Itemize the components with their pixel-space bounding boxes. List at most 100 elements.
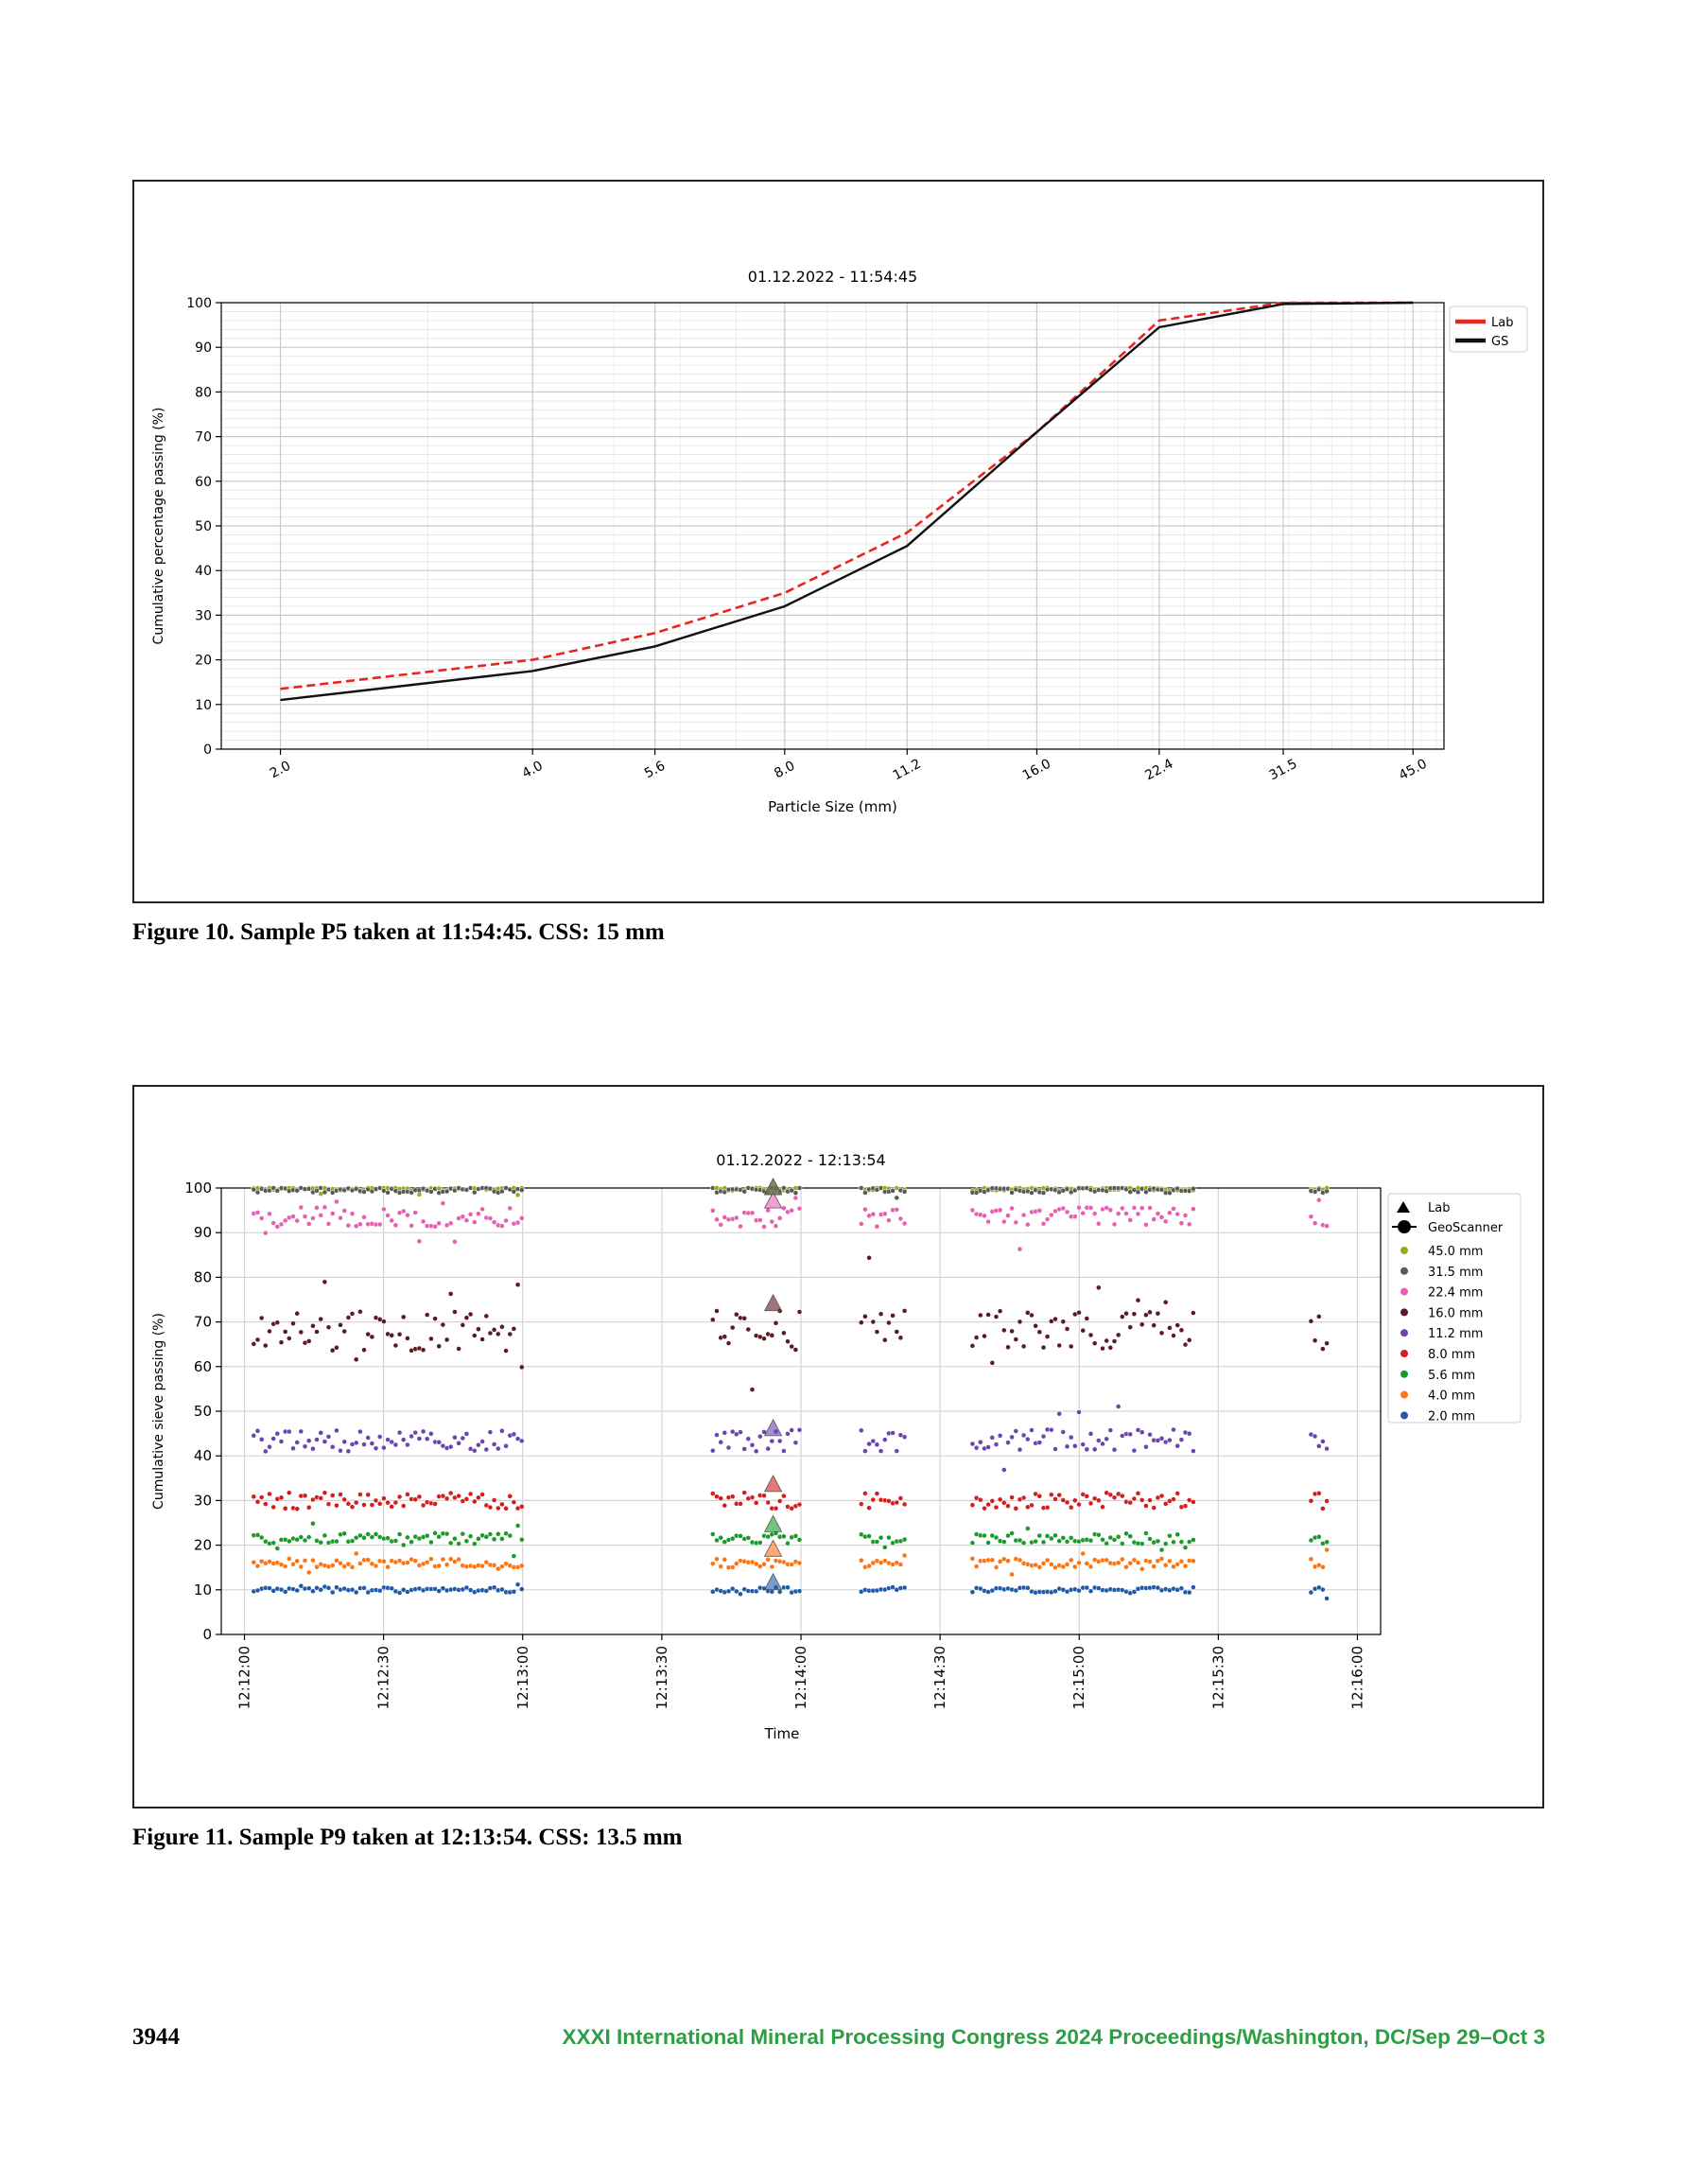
geoscanner-point [440, 1556, 446, 1563]
geoscanner-point [1100, 1537, 1105, 1543]
geoscanner-point [989, 1587, 996, 1594]
legend-label: 11.2 mm [1428, 1327, 1483, 1341]
geoscanner-point [1029, 1502, 1035, 1509]
geoscanner-point [1191, 1584, 1196, 1590]
geoscanner-point [1308, 1214, 1314, 1219]
geoscanner-point [1143, 1503, 1149, 1509]
geoscanner-point [1107, 1427, 1114, 1433]
geoscanner-point [1052, 1316, 1058, 1322]
geoscanner-point [1167, 1532, 1173, 1539]
geoscanner-point [1040, 1344, 1047, 1351]
geoscanner-point [503, 1506, 509, 1511]
geoscanner-point [1186, 1589, 1192, 1596]
geoscanner-point [1084, 1561, 1090, 1566]
geoscanner-point [420, 1428, 426, 1435]
geoscanner-point [1005, 1503, 1011, 1509]
geoscanner-point [463, 1217, 470, 1223]
geoscanner-point [432, 1223, 438, 1230]
geoscanner-point [776, 1215, 783, 1221]
geoscanner-point [722, 1214, 728, 1220]
geoscanner-point [345, 1501, 352, 1507]
geoscanner-point [420, 1347, 426, 1353]
geoscanner-point [753, 1588, 759, 1595]
legend-label: GS [1491, 335, 1508, 349]
geoscanner-point [859, 1427, 864, 1434]
x-tick-label: 12:12:30 [375, 1646, 392, 1709]
geoscanner-point [440, 1321, 446, 1328]
geoscanner-point [1104, 1337, 1109, 1344]
geoscanner-point [718, 1495, 723, 1501]
geoscanner-point [753, 1448, 759, 1455]
geoscanner-point [436, 1343, 442, 1350]
geoscanner-point [424, 1312, 430, 1318]
geoscanner-point [1143, 1189, 1149, 1196]
geoscanner-point [859, 1221, 864, 1227]
x-axis-label: Time [764, 1725, 800, 1742]
geoscanner-point [714, 1537, 720, 1544]
geoscanner-point [511, 1499, 517, 1505]
geoscanner-point [392, 1499, 399, 1506]
page-number: 3944 [132, 2024, 180, 2050]
geoscanner-point [1005, 1532, 1011, 1539]
geoscanner-point [1036, 1440, 1043, 1445]
geoscanner-point [294, 1217, 300, 1224]
geoscanner-point [325, 1501, 332, 1507]
geoscanner-point [428, 1189, 434, 1195]
geoscanner-point [476, 1536, 481, 1542]
x-tick-label: 12:12:00 [236, 1646, 253, 1709]
geoscanner-point [483, 1559, 490, 1565]
geoscanner-point [1080, 1550, 1086, 1557]
geoscanner-point [361, 1585, 367, 1591]
geoscanner-point [436, 1588, 442, 1594]
geoscanner-point [1080, 1210, 1086, 1216]
geoscanner-point [969, 1502, 976, 1508]
y-tick-label: 10 [194, 1581, 212, 1599]
geoscanner-point [345, 1448, 352, 1455]
legend-swatch [1400, 1247, 1408, 1254]
geoscanner-point [282, 1506, 288, 1511]
y-tick-label: 20 [195, 654, 212, 669]
geoscanner-point [1186, 1337, 1192, 1343]
geoscanner-point [1056, 1342, 1062, 1349]
geoscanner-point [353, 1356, 359, 1363]
geoscanner-point [901, 1552, 908, 1559]
geoscanner-point [890, 1313, 896, 1319]
geoscanner-point [251, 1494, 257, 1500]
geoscanner-point [290, 1214, 296, 1219]
geoscanner-point [989, 1360, 996, 1366]
geoscanner-point [1320, 1506, 1326, 1511]
geoscanner-point [409, 1223, 414, 1229]
geoscanner-point [1072, 1564, 1078, 1570]
geoscanner-point [349, 1564, 356, 1570]
geoscanner-point [496, 1331, 501, 1337]
geoscanner-point [400, 1437, 407, 1442]
geoscanner-point [329, 1211, 336, 1216]
geoscanner-point [385, 1437, 391, 1442]
geoscanner-point [1178, 1437, 1185, 1442]
legend-label: 4.0 mm [1428, 1389, 1475, 1404]
geoscanner-point [456, 1493, 461, 1499]
geoscanner-point [878, 1534, 884, 1541]
x-tick-label: 16.0 [1020, 757, 1053, 784]
geoscanner-point [993, 1441, 1000, 1447]
geoscanner-point [982, 1505, 987, 1511]
geoscanner-point [298, 1428, 304, 1435]
geoscanner-point [781, 1330, 787, 1337]
geoscanner-point [1080, 1441, 1086, 1447]
geoscanner-point [1155, 1310, 1161, 1317]
geoscanner-point [389, 1333, 394, 1338]
legend-geoscanner-marker [1398, 1220, 1411, 1233]
lab-marker [763, 1419, 783, 1437]
geoscanner-point [1139, 1497, 1145, 1503]
geoscanner-point [1123, 1564, 1129, 1570]
geoscanner-point [749, 1494, 756, 1500]
geoscanner-point [1143, 1222, 1149, 1228]
geoscanner-point [1087, 1500, 1094, 1507]
geoscanner-point [483, 1534, 490, 1540]
legend-swatch [1400, 1267, 1408, 1275]
geoscanner-point [792, 1440, 799, 1445]
geoscanner-point [1308, 1498, 1314, 1504]
geoscanner-point [886, 1498, 892, 1504]
geoscanner-point [765, 1499, 771, 1506]
geoscanner-point [789, 1427, 794, 1433]
